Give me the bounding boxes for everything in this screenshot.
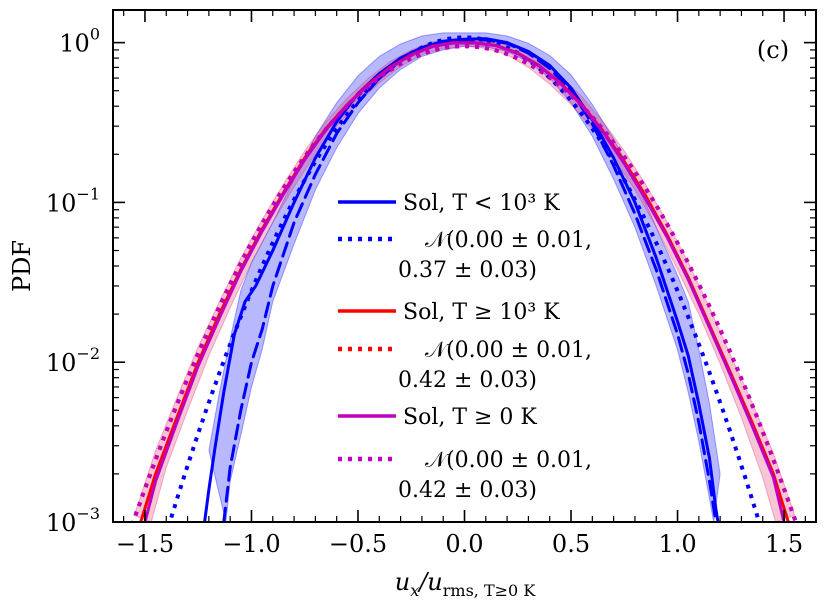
x-axis-title-slash: /u xyxy=(417,568,443,596)
legend-label: 𝒩(0.00 ± 0.01, xyxy=(425,338,592,363)
series-line-8 xyxy=(131,44,798,522)
y-tick-label: 10−3 xyxy=(46,504,100,537)
y-tick-label: 100 xyxy=(59,25,100,58)
x-axis-title: ux/urms, T≥0 K xyxy=(395,568,537,600)
legend: Sol, T < 10³ K 𝒩(0.00 ± 0.01, 0.37 ± 0.03)… xyxy=(338,191,592,503)
x-tick-label: 1.0 xyxy=(658,530,696,558)
legend-label: Sol, T < 10³ K xyxy=(403,191,560,216)
legend-label-line2: 0.37 ± 0.03) xyxy=(398,258,537,283)
band-1 xyxy=(208,32,721,522)
x-tick-label: 1.5 xyxy=(765,530,803,558)
x-tick-label: −1.0 xyxy=(222,530,280,558)
legend-label: 𝒩(0.00 ± 0.01, xyxy=(425,228,592,253)
x-axis-title-x: x xyxy=(410,581,419,600)
legend-label: Sol, T ≥ 10³ K xyxy=(403,300,560,325)
series-line-6 xyxy=(143,41,786,522)
legend-label: Sol, T ≥ 0 K xyxy=(403,405,537,430)
x-tick-label: 0.5 xyxy=(552,530,590,558)
x-axis-title-u: u xyxy=(395,568,410,596)
x-tick-label: 0.0 xyxy=(445,530,483,558)
y-tick-label: 10−2 xyxy=(46,344,100,377)
legend-label-line2: 0.42 ± 0.03) xyxy=(398,368,537,393)
y-tick-labels: 100 10−1 10−2 10−3 xyxy=(46,25,100,537)
legend-label: 𝒩(0.00 ± 0.01, xyxy=(425,448,592,473)
y-tick-label: 10−1 xyxy=(46,184,100,217)
panel-label: (c) xyxy=(757,36,789,64)
x-tick-label: −0.5 xyxy=(329,530,387,558)
legend-label-line2: 0.42 ± 0.03) xyxy=(398,478,537,503)
y-axis-title: PDF xyxy=(8,240,36,292)
series-line-2 xyxy=(222,38,718,522)
axis-ticks xyxy=(113,10,816,523)
x-tick-label: −1.5 xyxy=(116,530,174,558)
x-tick-labels: −1.5 −1.0 −0.5 0.0 0.5 1.0 1.5 xyxy=(116,530,803,558)
series-lines xyxy=(131,35,798,522)
x-axis-title-rms: rms, T≥0 K xyxy=(443,581,537,600)
